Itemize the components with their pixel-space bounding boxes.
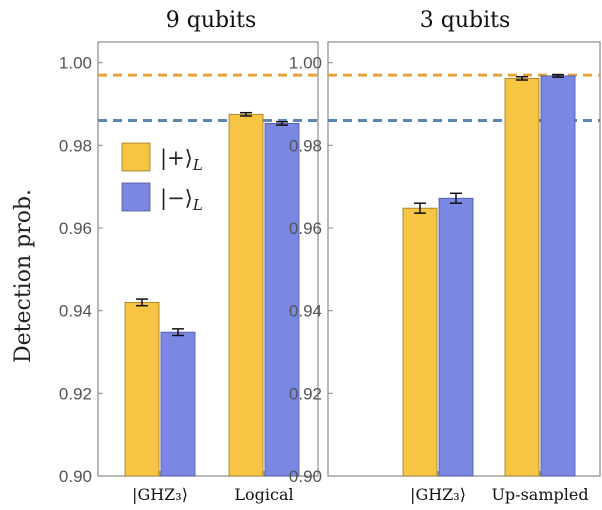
bar-minus [160,331,196,477]
bar-minus [438,197,474,477]
legend-sub: L [192,196,203,214]
y-ticks: 0.90 0.92 0.94 0.96 0.98 1.00 [289,54,541,486]
y-tick-label: 0.90 [59,467,92,486]
bar-plus [402,207,438,477]
y-tick-label: 0.94 [59,302,92,321]
bars [402,75,576,477]
category-labels: |GHZ₃⟩ Up-sampled [410,485,589,504]
y-tick-label: 0.92 [59,384,92,403]
panel-title: 3 qubits [420,8,511,33]
y-axis-label: Detection prob. [11,189,36,363]
y-tick-label: 1.00 [59,54,92,73]
y-tick-label: 0.96 [289,219,322,238]
legend-swatch-plus [121,142,151,172]
bar-minus [264,123,300,477]
y-tick-label: 1.00 [289,54,322,73]
bar-plus [228,113,264,477]
bar-minus [540,75,576,477]
panel-9-qubits: 9 qubits 0.90 0.92 0.94 0.96 0.98 1.00 |GHZ₃⟩… [59,8,319,504]
legend-label-plus: |+⟩L [160,146,203,174]
panel-3-qubits: 3 qubits 0.90 0.92 0.94 0.96 0.98 1.00 |GHZ₃⟩… [289,8,601,504]
legend: |+⟩L |−⟩L [121,142,203,214]
error-bars [136,111,288,337]
plot-frame [97,41,319,477]
category-label: Logical [234,485,293,504]
category-label: |GHZ₃⟩ [410,485,466,504]
y-tick-label: 0.98 [289,136,322,155]
y-tick-label: 0.96 [59,219,92,238]
y-tick-label: 0.92 [289,384,322,403]
legend-label-minus: |−⟩L [160,186,203,214]
panel-title: 9 qubits [166,8,257,33]
error-bars [414,73,564,214]
y-tick-label: 0.98 [59,136,92,155]
bar-plus [124,301,160,477]
category-label: |GHZ₃⟩ [132,485,188,504]
reference-lines [98,73,318,123]
y-tick-label: 0.90 [289,467,322,486]
legend-sub: L [192,156,203,174]
legend-swatch-minus [121,182,151,212]
bars [124,113,300,477]
category-label: Up-sampled [491,485,588,504]
category-labels: |GHZ₃⟩ Logical [132,485,294,504]
y-tick-label: 0.94 [289,302,322,321]
bar-plus [504,77,540,477]
y-ticks: 0.90 0.92 0.94 0.96 0.98 1.00 [59,54,265,486]
